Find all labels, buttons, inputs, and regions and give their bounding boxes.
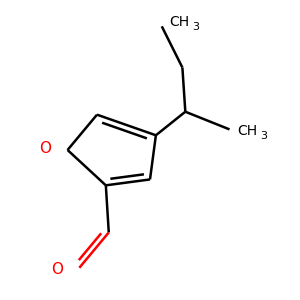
Text: O: O (51, 262, 63, 277)
Text: 3: 3 (260, 131, 267, 141)
Text: 3: 3 (192, 22, 199, 32)
Text: CH: CH (237, 124, 257, 138)
Text: O: O (40, 141, 52, 156)
Text: CH: CH (169, 15, 189, 29)
